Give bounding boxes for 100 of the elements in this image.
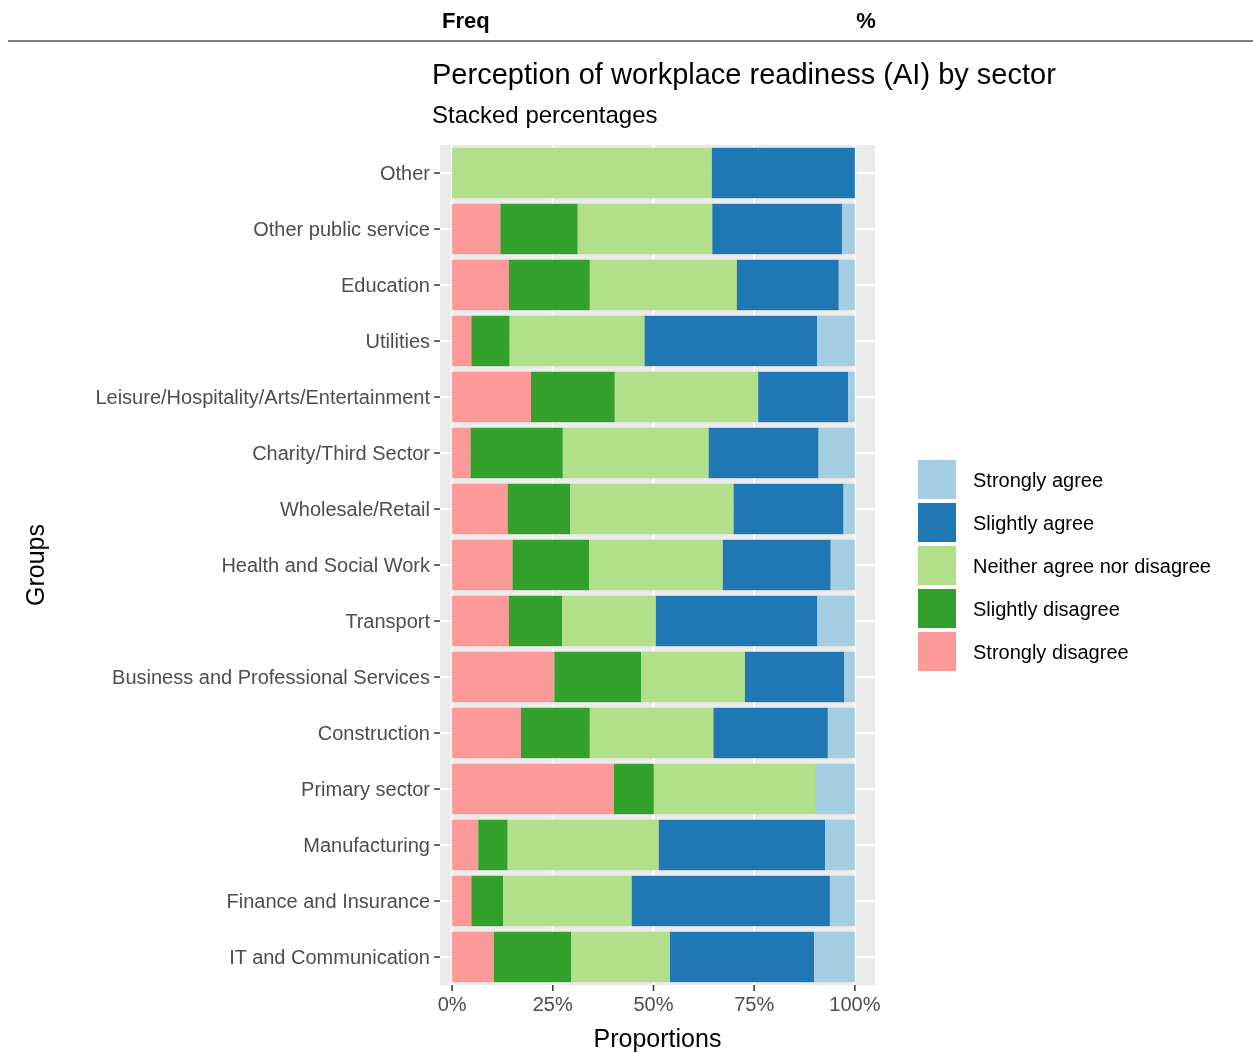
bar [843,483,855,535]
bar [844,651,855,703]
bar [452,315,472,367]
bar [452,147,712,199]
bar [452,483,508,535]
bar [589,707,714,759]
bar [452,371,532,423]
bar [478,819,508,871]
bar [744,651,845,703]
x-tick-label: 75% [734,993,775,1015]
bar [507,819,659,871]
bar [818,427,855,479]
text: % [856,8,876,33]
bar [631,875,830,927]
y-tick-label: Wholesale/Retail [279,498,430,520]
bar [508,259,590,311]
y-tick-label: Charity/Third Sector [252,442,431,464]
y-tick-label: Construction [317,722,430,744]
bar [512,539,590,591]
x-tick-label: 50% [633,993,674,1015]
bar [653,763,815,815]
bar [817,315,855,367]
bar [452,539,513,591]
bar [570,483,734,535]
bar [589,259,737,311]
y-tick-label: Education [341,274,430,296]
legend-label: Strongly agree [973,469,1104,491]
x-tick-label: 25% [532,993,574,1015]
bar [814,931,855,983]
bar [713,707,828,759]
bar [508,595,563,647]
legend-label: Slightly agree [973,512,1095,534]
bar [471,875,504,927]
bar [827,707,855,759]
bar [562,595,656,647]
x-tick-label: 0% [437,993,467,1015]
bar [452,203,501,255]
bar [452,931,494,983]
bar [452,427,471,479]
bar [848,371,855,423]
bar [841,203,855,255]
bar [577,203,713,255]
y-tick-label: Transport [345,610,431,632]
bar [825,819,855,871]
bar [503,875,632,927]
bar [509,315,645,367]
bar [520,707,590,759]
bar [614,763,654,815]
bar [708,427,819,479]
bar [640,651,745,703]
y-tick-label: IT and Communication [229,946,430,968]
bar [830,539,855,591]
legend-label: Slightly disagree [973,598,1120,620]
y-tick-label: Health and Social Work [221,554,431,576]
bar [470,427,563,479]
bar [838,259,855,311]
bar [722,539,831,591]
y-tick-label: Manufacturing [303,834,430,856]
bar [452,763,614,815]
chart-subtitle: Stacked percentages [432,101,658,128]
y-tick-label: Other [379,162,431,184]
bar [493,931,572,983]
y-tick-label: Finance and Insurance [226,890,430,912]
x-tick-label: 100% [829,993,881,1015]
bar [736,259,839,311]
bar [500,203,578,255]
bar [554,651,641,703]
bar [562,427,709,479]
bar [452,819,479,871]
bar [817,595,855,647]
bar [733,483,844,535]
y-tick-label: Utilities [365,330,430,352]
bar [452,875,472,927]
bar [507,483,571,535]
y-tick-label: Primary sector [301,778,431,800]
bar [452,707,521,759]
legend-label: Neither agree nor disagree [973,555,1211,577]
text: Freq [442,8,490,33]
bar [614,371,759,423]
bar [571,931,670,983]
bar [658,819,826,871]
y-axis-title: Groups [21,524,49,606]
legend-label: Strongly disagree [973,641,1129,663]
bar [655,595,818,647]
bar [471,315,510,367]
bar [452,595,509,647]
bar [758,371,849,423]
bar [644,315,817,367]
bar [589,539,723,591]
bar [814,763,855,815]
bar [669,931,815,983]
x-axis-title: Proportions [593,1024,722,1052]
bar [829,875,855,927]
bar [712,203,842,255]
bar [711,147,855,199]
bar [452,651,555,703]
y-tick-label: Other public service [253,218,430,240]
chart-title: Perception of workplace readiness (AI) by sector [432,58,1057,90]
y-tick-label: Leisure/Hospitality/Arts/Entertainment [95,386,431,408]
bar [452,259,509,311]
